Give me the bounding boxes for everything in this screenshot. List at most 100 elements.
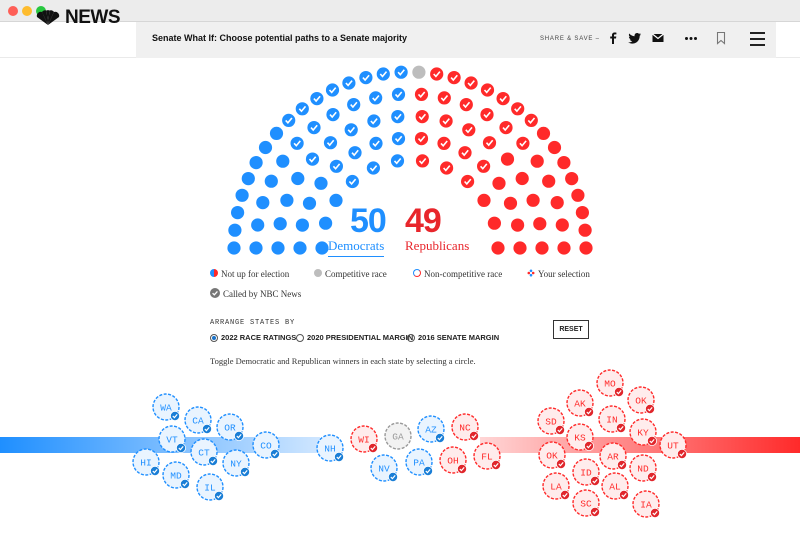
senate-seat-dem (264, 174, 278, 188)
senate-seat-dem (391, 87, 406, 101)
state-circle-al[interactable]: AL (601, 472, 630, 501)
called-check-icon (379, 71, 388, 78)
radio-circle[interactable] (407, 333, 415, 342)
state-label: CA (192, 416, 204, 427)
state-circle-sd[interactable]: SD (537, 407, 566, 436)
check-mark (493, 463, 499, 468)
senate-seat-rep (536, 126, 551, 140)
share-save-button[interactable]: SHARE & SAVE – (540, 36, 600, 42)
check-mark (172, 414, 178, 419)
state-label: ND (637, 464, 649, 475)
state-circle-fl[interactable]: FL (473, 442, 501, 471)
email-icon[interactable] (651, 31, 665, 45)
state-circle-ca[interactable]: CA (184, 406, 212, 435)
state-circle-pa[interactable]: PA (405, 448, 433, 477)
state-circle-il[interactable]: IL (196, 473, 224, 502)
non-competitive-swatch-icon (413, 269, 421, 277)
close-window-button[interactable] (8, 6, 18, 16)
check-mark (619, 463, 625, 468)
state-circle-wa[interactable]: WA (152, 393, 180, 422)
senate-seat-dem (251, 218, 265, 232)
state-circle-wi[interactable]: WI (350, 425, 378, 454)
state-circle-nh[interactable]: NH (316, 434, 344, 463)
senate-seat-rep (513, 241, 527, 255)
state-circle-nc[interactable]: NC (451, 413, 479, 442)
radio-circle[interactable] (210, 333, 218, 342)
senate-seat-rep (533, 217, 547, 231)
called-check-icon (440, 140, 448, 148)
state-circle-nd[interactable]: ND (629, 454, 658, 483)
state-label: SD (545, 417, 557, 428)
state-circle-ct[interactable]: CT (190, 438, 218, 467)
senate-seat-dem (329, 193, 343, 207)
state-circle-nv[interactable]: NV (370, 454, 398, 483)
state-circle-la[interactable]: LA (542, 472, 571, 501)
radio-label: 2020 PRESIDENTIAL MARGIN (307, 333, 414, 342)
state-circle-sc[interactable]: SC (572, 489, 601, 517)
senate-seat-rep (480, 108, 494, 122)
more-icon[interactable] (684, 31, 698, 45)
state-circle-id[interactable]: ID (572, 458, 601, 487)
radio-2016-senate-margin[interactable]: 2016 SENATE MARGIN (407, 333, 499, 342)
twitter-icon[interactable] (628, 31, 642, 45)
state-label: AL (609, 482, 621, 493)
state-circle-co[interactable]: CO (252, 431, 280, 460)
called-check-icon (269, 449, 280, 460)
minimize-window-button[interactable] (22, 6, 32, 16)
bookmark-icon[interactable] (714, 31, 728, 45)
called-check-icon (440, 94, 449, 102)
radio-2022-race-ratings[interactable]: 2022 RACE RATINGS (210, 333, 296, 342)
state-circle-or[interactable]: OR (216, 413, 244, 442)
called-check-icon (213, 491, 224, 502)
legend-label: Competitive race (325, 269, 387, 279)
check-mark (649, 439, 655, 444)
senate-seat-dem (391, 132, 406, 146)
state-circle-mo[interactable]: MO (596, 369, 625, 397)
senate-seat-rep (482, 136, 497, 150)
reset-button[interactable]: RESET (553, 320, 589, 339)
state-circle-ak[interactable]: AK (566, 389, 595, 418)
state-circle-ia[interactable]: IA (632, 490, 661, 518)
radio-circle[interactable] (296, 333, 304, 342)
state-circle-ok[interactable]: OK (538, 441, 567, 470)
senate-seat-dem (323, 136, 338, 150)
state-circle-in[interactable]: IN (598, 405, 627, 434)
state-circle-ar[interactable]: AR (599, 442, 628, 471)
state-label: NY (230, 459, 242, 470)
radio-2020-presidential-margin[interactable]: 2020 PRESIDENTIAL MARGIN (296, 333, 413, 342)
called-check-icon (233, 431, 244, 442)
state-circle-ks[interactable]: KS (566, 423, 595, 452)
legend-called: Called by NBC News (210, 288, 301, 299)
state-circle-ok[interactable]: OK (627, 386, 656, 415)
nbc-news-logo[interactable]: NEWS (35, 7, 121, 28)
state-circle-ky[interactable]: KY (629, 418, 658, 447)
legend-not-up: Not up for election (210, 269, 289, 279)
state-label: PA (413, 458, 425, 469)
called-check-icon (617, 460, 628, 471)
senate-seat-dem (293, 241, 307, 255)
state-label: NV (378, 464, 390, 475)
state-circle-md[interactable]: MD (162, 461, 190, 490)
title-bar (136, 22, 776, 58)
state-circle-oh[interactable]: OH (439, 446, 467, 475)
check-mark (621, 493, 627, 498)
facebook-icon[interactable] (606, 31, 620, 45)
zoom-window-button[interactable] (36, 6, 46, 16)
check-mark (459, 467, 465, 472)
state-circle-hi[interactable]: HI (132, 448, 160, 477)
senate-seat-dem (367, 114, 381, 128)
senate-seat-rep (447, 71, 461, 85)
state-circle-vt[interactable]: VT (158, 425, 186, 454)
called-check-icon (555, 425, 566, 436)
state-circle-ga[interactable]: GA (384, 422, 412, 450)
called-check-icon (348, 178, 357, 186)
state-circle-az[interactable]: AZ (417, 415, 445, 444)
senate-seat-dem (391, 110, 405, 124)
called-check-icon (387, 472, 398, 483)
called-check-icon (326, 139, 335, 147)
state-circle-ut[interactable]: UT (659, 431, 688, 460)
menu-icon[interactable] (748, 30, 768, 48)
your-selection-icon (527, 269, 535, 277)
logo-text: NEWS (65, 7, 121, 28)
state-circle-ny[interactable]: NY (222, 449, 250, 478)
